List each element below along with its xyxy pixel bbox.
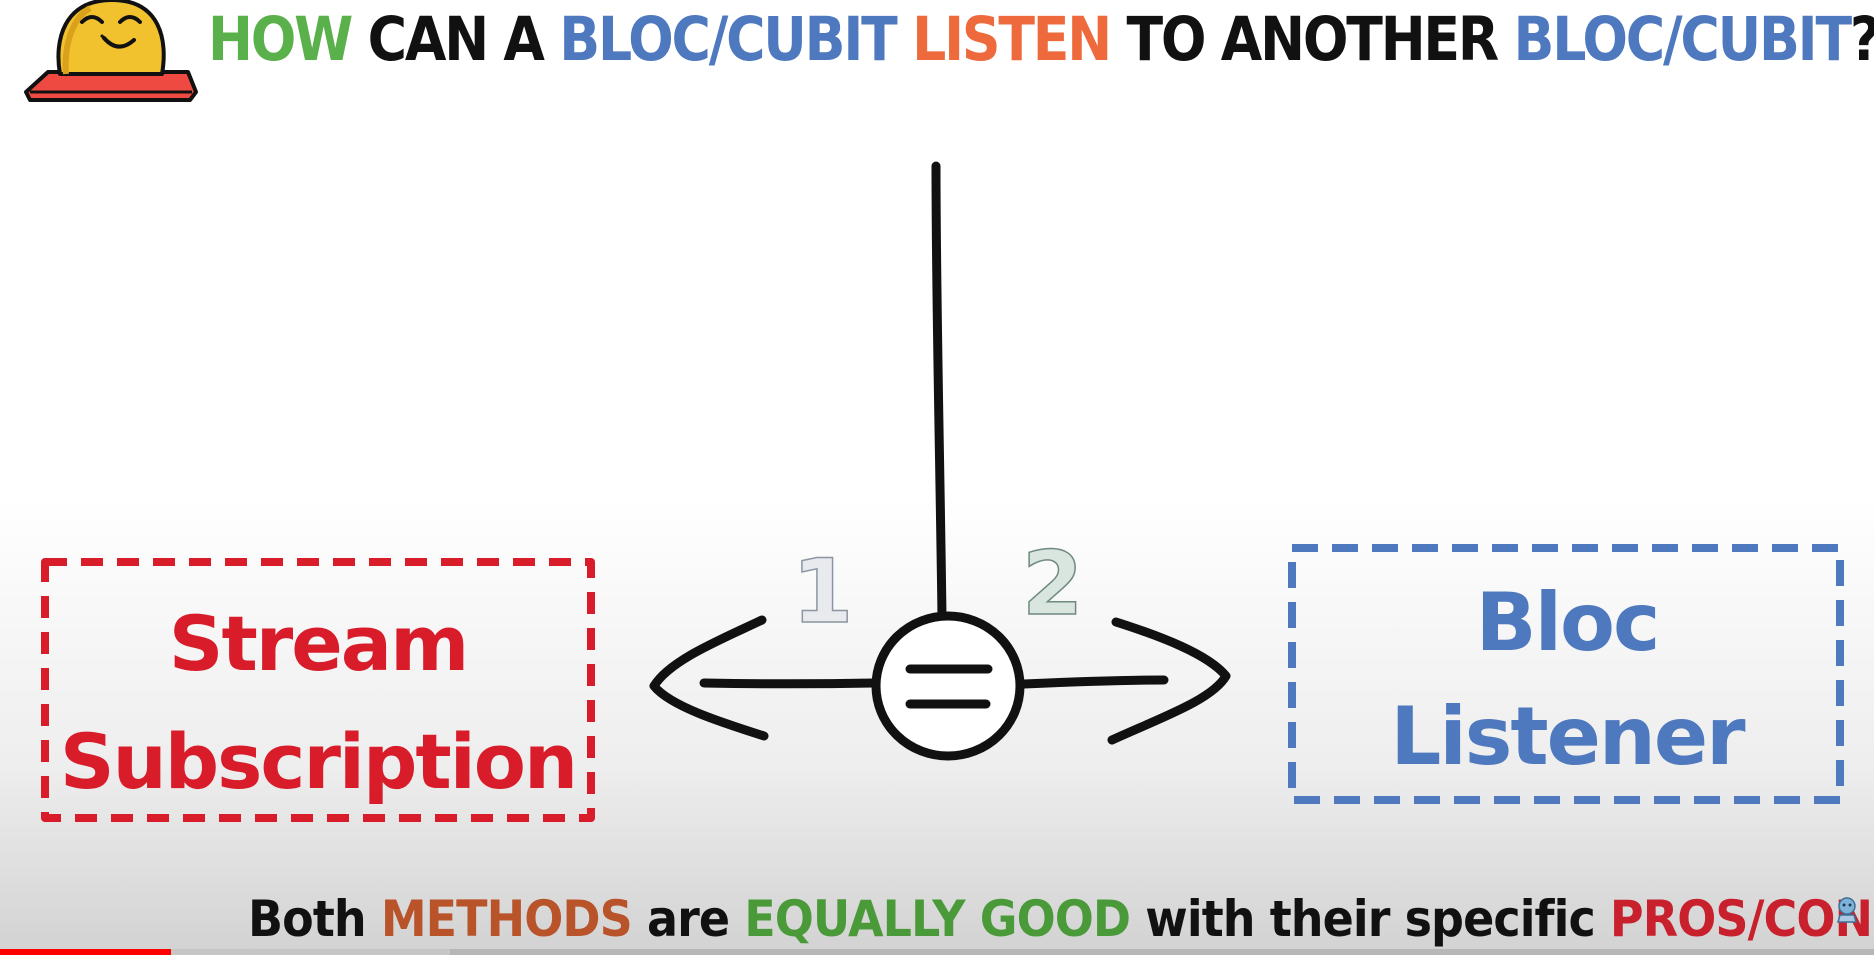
left-option-label: Stream Subscription — [44, 585, 592, 821]
option-number-2: 2 — [1022, 540, 1083, 628]
option-number-1: 1 — [792, 548, 853, 636]
right-option-line-1: Bloc — [1293, 566, 1841, 680]
subtitle-caption: Both METHODS are EQUALLY GOOD with their… — [248, 888, 1683, 950]
caption-word-with-their-specific: with their specific — [1130, 890, 1610, 948]
left-arrow-shaft — [704, 683, 874, 684]
video-progress-bar[interactable] — [0, 949, 1874, 955]
left-option-line-2: Subscription — [44, 703, 592, 821]
right-arrow-shaft — [1024, 680, 1164, 684]
channel-watermark-icon[interactable] — [1832, 895, 1862, 925]
right-option-label: Bloc Listener — [1293, 566, 1841, 794]
left-arrow-head — [654, 620, 764, 736]
caption-word-equally-good: EQUALLY GOOD — [744, 890, 1130, 948]
left-option-line-1: Stream — [44, 585, 592, 703]
caption-word-methods: METHODS — [381, 890, 632, 948]
equals-circle-icon — [876, 616, 1020, 756]
caption-word-are: are — [632, 890, 744, 948]
video-progress-fill — [0, 949, 171, 955]
right-option-line-2: Listener — [1293, 680, 1841, 794]
pendulum-line — [936, 166, 942, 618]
caption-word-both: Both — [248, 890, 381, 948]
